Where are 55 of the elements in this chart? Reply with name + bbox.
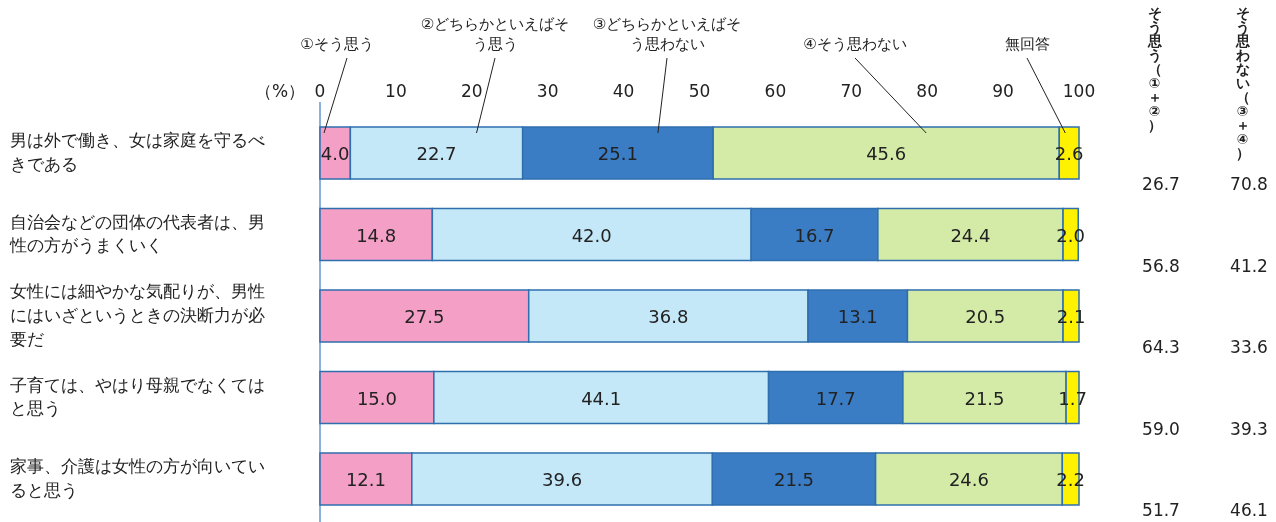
y-tick-label: 家事、介護は女性の方が向いていると思う bbox=[10, 455, 265, 502]
text: 26.7 bbox=[1141, 173, 1181, 196]
data-label: 13.1 bbox=[837, 306, 878, 327]
data-label: 24.4 bbox=[950, 224, 991, 246]
text: 39.3 bbox=[1229, 417, 1269, 441]
text: 64.3 bbox=[1141, 336, 1181, 359]
data-label: 4.0 bbox=[320, 143, 350, 164]
text: 46.1 bbox=[1229, 499, 1269, 522]
text: ④そう思わない bbox=[802, 35, 908, 55]
data-label: 39.6 bbox=[542, 469, 583, 490]
data-label: 27.5 bbox=[404, 306, 445, 327]
text: 無回答 bbox=[1003, 35, 1051, 55]
x-tick-label: 80 bbox=[915, 80, 939, 103]
data-label: 45.6 bbox=[866, 143, 907, 164]
text: ③どちらかといえばそう思わない bbox=[592, 15, 742, 54]
data-label: 17.7 bbox=[815, 387, 856, 409]
data-label: 14.8 bbox=[356, 224, 397, 246]
text: ②どちらかといえばそう思う bbox=[420, 15, 570, 54]
data-label: 24.6 bbox=[948, 469, 989, 490]
text: 41.2 bbox=[1229, 254, 1269, 278]
x-tick-label: 70 bbox=[839, 80, 864, 103]
data-label: 16.7 bbox=[794, 224, 835, 246]
text: 33.6 bbox=[1229, 336, 1269, 359]
data-label: 36.8 bbox=[648, 306, 689, 327]
y-tick-label: 自治会などの団体の代表者は、男性の方がうまくいく bbox=[10, 210, 265, 258]
data-label: 21.5 bbox=[964, 387, 1005, 409]
x-tick-label: 40 bbox=[611, 80, 636, 103]
text: そう思う（①＋②） bbox=[1147, 5, 1162, 133]
data-label: 22.7 bbox=[416, 143, 457, 164]
x-tick-label: 90 bbox=[991, 80, 1015, 103]
data-label: 44.1 bbox=[581, 387, 622, 409]
data-label: 12.1 bbox=[345, 469, 386, 490]
text: 59.0 bbox=[1141, 417, 1181, 441]
y-tick-label: 子育ては、やはり母親でなくてはと思う bbox=[10, 373, 265, 421]
x-tick-label: 10 bbox=[384, 80, 408, 103]
y-tick-label: 男は外で働き、女は家庭を守るべきである bbox=[10, 129, 265, 176]
text: ①そう思う bbox=[299, 35, 375, 55]
text: 56.8 bbox=[1141, 254, 1181, 278]
data-label: 1.7 bbox=[1058, 387, 1087, 409]
x-axis-title: （%） bbox=[255, 80, 306, 103]
x-tick-label: 60 bbox=[763, 80, 788, 103]
data-label: 42.0 bbox=[571, 224, 612, 246]
data-label: 15.0 bbox=[356, 387, 397, 409]
x-tick-label: 20 bbox=[459, 80, 484, 103]
text: 70.8 bbox=[1229, 173, 1269, 196]
x-tick-label: 50 bbox=[687, 80, 712, 103]
x-tick-label: 0 bbox=[314, 81, 326, 101]
text: そう思わない（③＋④） bbox=[1235, 5, 1250, 161]
data-label: 21.5 bbox=[773, 469, 815, 490]
text: 51.7 bbox=[1141, 499, 1181, 522]
x-tick-label: 30 bbox=[535, 80, 560, 103]
y-tick-label: 女性には細やかな気配りが、男性にはいざというときの決断力が必要だ bbox=[10, 280, 265, 351]
data-label: 20.5 bbox=[965, 306, 1006, 327]
data-label: 25.1 bbox=[597, 143, 638, 164]
x-tick-label: 100 bbox=[1061, 80, 1097, 103]
